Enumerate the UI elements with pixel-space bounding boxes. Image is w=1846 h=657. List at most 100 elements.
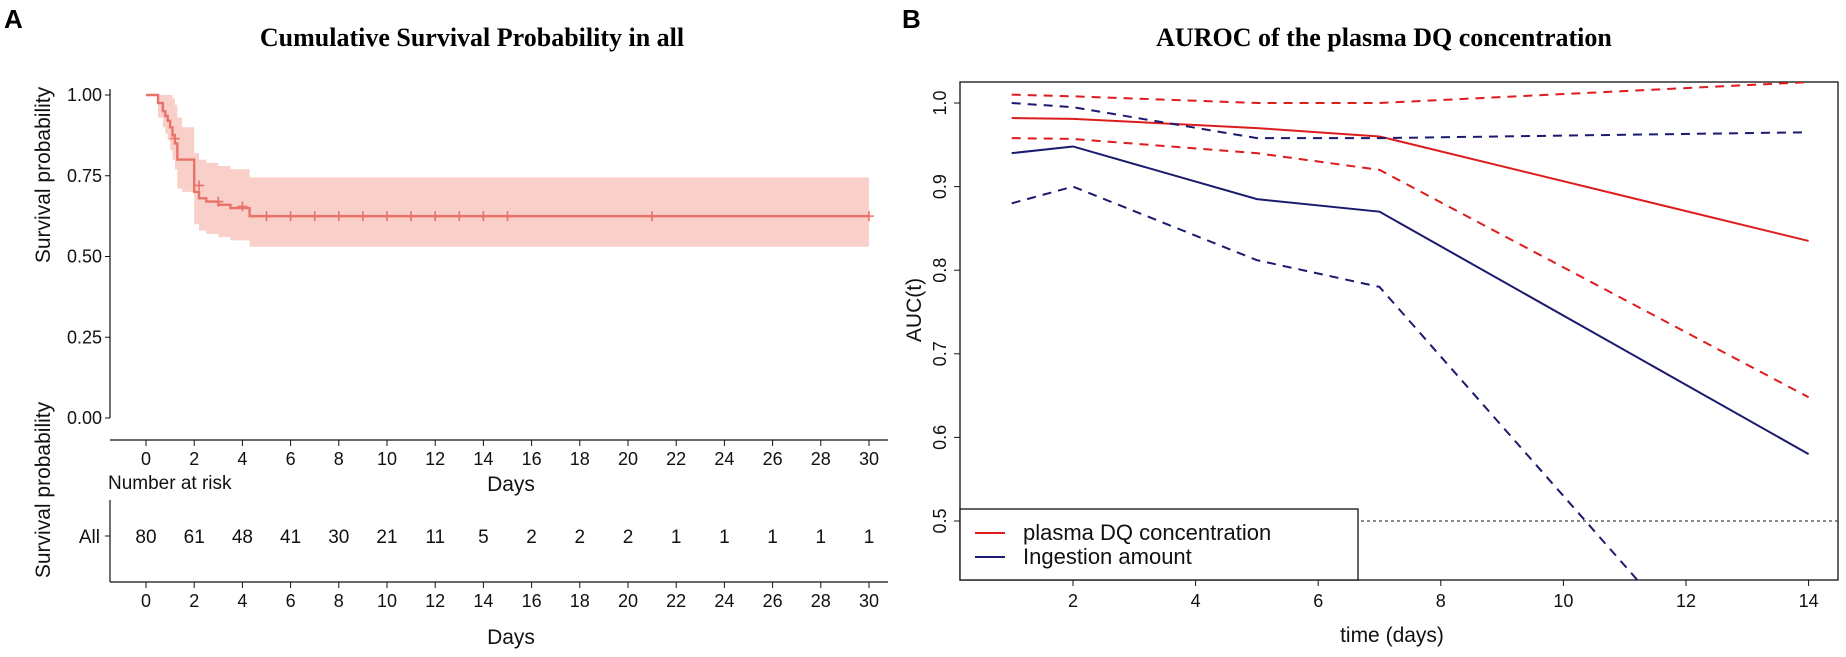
panel-a-letter: A <box>4 4 23 34</box>
auc-x-tick-label: 4 <box>1191 591 1201 611</box>
km-censor-mark <box>430 211 441 222</box>
km-censor-mark <box>261 211 272 222</box>
km-censor-mark <box>333 211 344 222</box>
km-plot-area: 0.00 0.25 0.50 0.75 1.00 0 2 4 6 8 10 12 14 16 18 20 22 2… <box>67 85 888 469</box>
km-x-tick-label: 10 <box>377 449 397 469</box>
risk-x-tick-label: 16 <box>522 591 542 611</box>
panel-a: A Cumulative Survival Probability in all… <box>4 4 888 649</box>
km-censor-mark <box>454 211 465 222</box>
risk-x-tick-label: 20 <box>618 591 638 611</box>
km-y-tick-label: 0.25 <box>67 327 102 347</box>
risk-strata-label: All <box>79 527 100 548</box>
km-x-tick-label: 6 <box>286 449 296 469</box>
risk-count: 1 <box>767 527 778 548</box>
risk-count: 41 <box>280 527 301 548</box>
auc-x-axis-label: time (days) <box>1340 624 1444 647</box>
risk-count: 2 <box>623 527 634 548</box>
risk-count: 1 <box>719 527 730 548</box>
risk-x-tick-label: 28 <box>811 591 831 611</box>
risk-count: 2 <box>526 527 537 548</box>
risk-x-tick-label: 12 <box>425 591 445 611</box>
risk-x-tick-label: 18 <box>570 591 590 611</box>
km-censor-mark <box>237 201 248 212</box>
km-survival-curve <box>146 93 869 218</box>
km-x-tick-label: 12 <box>425 449 445 469</box>
auc-x-tick-label: 2 <box>1068 591 1078 611</box>
km-censor-mark <box>502 211 513 222</box>
risk-x-tick-label: 4 <box>237 591 247 611</box>
panel-b: B AUROC of the plasma DQ concentration 0… <box>902 4 1839 647</box>
km-x-tick-label: 20 <box>618 449 638 469</box>
auc-legend-box <box>959 508 1359 581</box>
risk-count: 1 <box>864 527 875 548</box>
km-censor-mark <box>309 211 320 222</box>
panel-b-letter: B <box>902 4 921 34</box>
risk-x-tick-label: 24 <box>714 591 734 611</box>
km-y-tick-label: 0.75 <box>67 166 102 186</box>
risk-count: 5 <box>478 527 489 548</box>
auc-y-tick-label: 0.9 <box>930 174 950 199</box>
auc-plot-area: 0.5 0.6 0.7 0.8 0.9 1.0 2 4 6 8 10 12 14 plasma DQ co… <box>930 81 1839 611</box>
auc-y-axis-label: AUC(t) <box>903 278 926 342</box>
risk-count: 80 <box>135 527 156 548</box>
risk-x-tick-label: 30 <box>859 591 879 611</box>
km-y-tick-label: 0.50 <box>67 247 102 267</box>
km-x-tick-label: 28 <box>811 449 831 469</box>
km-censor-mark <box>478 211 489 222</box>
km-x-tick-label: 8 <box>334 449 344 469</box>
auc-y-tick-label: 0.5 <box>930 508 950 533</box>
km-x-tick-label: 0 <box>141 449 151 469</box>
auc-line-ingestion-lower-ci <box>1011 185 1638 580</box>
km-x-axis-label: Days <box>487 473 535 496</box>
km-chart-title: Cumulative Survival Probability in all <box>260 23 684 52</box>
auc-line-plasma-dq-upper-ci <box>1011 82 1809 104</box>
km-censor-mark <box>194 180 205 191</box>
risk-count: 30 <box>328 527 349 548</box>
auc-line-ingestion-upper-ci <box>1011 102 1809 140</box>
risk-table-x-label: Days <box>487 626 535 649</box>
risk-table: All 8006124844163082110111251421621822012… <box>79 500 888 611</box>
risk-x-tick-label: 8 <box>334 591 344 611</box>
risk-x-tick-label: 22 <box>666 591 686 611</box>
km-x-tick-label: 26 <box>763 449 783 469</box>
auc-legend-label: Ingestion amount <box>1023 544 1192 569</box>
risk-count: 21 <box>376 527 397 548</box>
risk-x-tick-label: 10 <box>377 591 397 611</box>
number-at-risk-label: Number at risk <box>108 473 232 494</box>
km-x-tick-label: 18 <box>570 449 590 469</box>
km-y-axis-label: Survival probability <box>32 86 55 263</box>
risk-count: 1 <box>671 527 682 548</box>
km-y-tick-label: 0.00 <box>67 408 102 428</box>
km-ci-band <box>146 95 869 247</box>
risk-x-tick-label: 26 <box>763 591 783 611</box>
auc-line-plasma-dq-concentration <box>1011 117 1809 242</box>
km-x-tick-label: 14 <box>473 449 493 469</box>
auc-y-tick-label: 0.6 <box>930 425 950 450</box>
km-y-tick-label: 1.00 <box>67 85 102 105</box>
km-x-tick-label: 4 <box>237 449 247 469</box>
km-x-tick-label: 24 <box>714 449 734 469</box>
km-x-tick-label: 16 <box>522 449 542 469</box>
auc-x-tick-label: 12 <box>1676 591 1696 611</box>
km-censor-mark <box>382 211 392 222</box>
km-censor-mark <box>357 211 368 222</box>
auc-series-group <box>1011 82 1838 580</box>
risk-x-tick-label: 14 <box>473 591 493 611</box>
auc-plot-frame <box>959 81 1839 581</box>
km-x-tick-label: 30 <box>859 449 879 469</box>
risk-x-tick-label: 2 <box>189 591 199 611</box>
risk-count: 1 <box>816 527 827 548</box>
km-x-tick-label: 22 <box>666 449 686 469</box>
km-censor-mark <box>169 133 180 144</box>
auc-y-tick-label: 1.0 <box>930 90 950 115</box>
auc-legend-label: plasma DQ concentration <box>1023 520 1271 545</box>
auc-x-tick-label: 10 <box>1553 591 1573 611</box>
auc-y-tick-label: 0.7 <box>930 341 950 366</box>
auc-x-tick-label: 6 <box>1313 591 1323 611</box>
risk-count: 2 <box>575 527 586 548</box>
auc-x-tick-label: 8 <box>1436 591 1446 611</box>
auc-y-tick-label: 0.8 <box>930 258 950 283</box>
auc-x-tick-label: 14 <box>1799 591 1819 611</box>
risk-count: 11 <box>425 527 445 548</box>
